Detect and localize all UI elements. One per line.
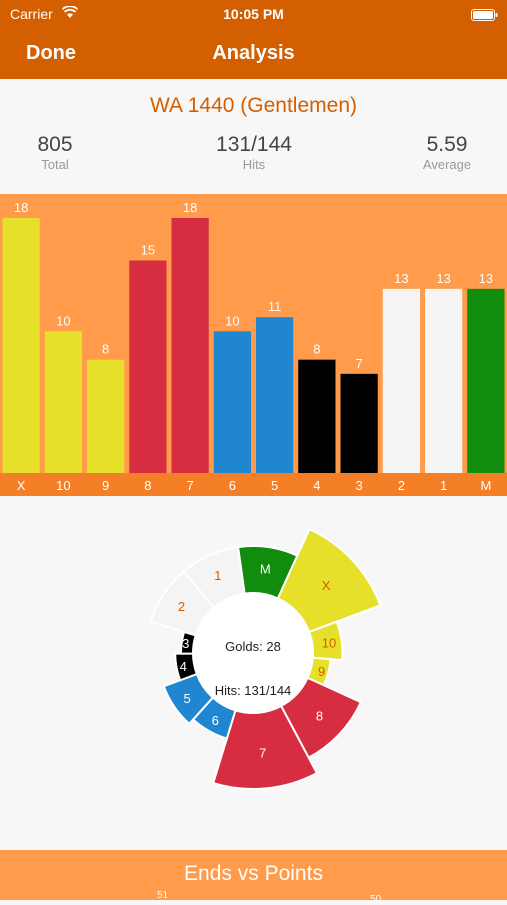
x-tick-label: 5 bbox=[271, 478, 278, 493]
pie-slice-label: 3 bbox=[182, 636, 189, 651]
stat-total-value: 805 bbox=[37, 133, 73, 156]
pie-slice-label: 1 bbox=[214, 568, 221, 583]
pie-chart-svg: 2 1 M X 10 9 8 7 6 5 4 3 Golds: 28 Hits: 131/144 bbox=[149, 527, 382, 790]
pie-center-hole bbox=[194, 594, 312, 712]
ends-chart-title: Ends vs Points bbox=[184, 862, 323, 885]
x-axis-band bbox=[0, 473, 507, 496]
bar-value-label: 13 bbox=[479, 271, 493, 286]
x-tick-label: 9 bbox=[102, 478, 109, 493]
bar-value-label: 18 bbox=[14, 200, 28, 215]
stat-average: 5.59 Average bbox=[387, 133, 507, 172]
pie-slice-5 bbox=[162, 672, 215, 726]
nav-title: Analysis bbox=[212, 42, 295, 64]
x-tick-label: 1 bbox=[440, 478, 447, 493]
pie-slice-label: 4 bbox=[180, 659, 187, 674]
stat-hits-label: Hits bbox=[242, 157, 266, 172]
x-tick-label: 6 bbox=[229, 478, 236, 493]
pie-slice-label: 9 bbox=[318, 664, 325, 679]
x-tick-label: M bbox=[480, 478, 491, 493]
ends-vs-points-chart: Ends vs Points 51 50 bbox=[0, 850, 507, 905]
pie-slice-label: X bbox=[322, 578, 331, 593]
bar-value-label: 10 bbox=[225, 313, 239, 328]
bar-4 bbox=[298, 359, 336, 473]
bar-8 bbox=[129, 260, 167, 473]
bar-value-label: 8 bbox=[102, 342, 109, 357]
x-tick-label: 3 bbox=[356, 478, 363, 493]
x-tick-label: X bbox=[17, 478, 26, 493]
pie-slice-X bbox=[276, 527, 382, 634]
score-bar-chart: 18 X 10 10 8 9 15 8 18 7 10 6 11 5 8 4 7 3 13 2 13 1 13 M bbox=[0, 194, 507, 496]
bar-1 bbox=[425, 288, 463, 473]
pie-slice-7 bbox=[211, 704, 319, 790]
bar-value-label: 13 bbox=[394, 271, 408, 286]
bar-chart-svg: 18 X 10 10 8 9 15 8 18 7 10 6 11 5 8 4 7 3 13 2 13 1 13 M bbox=[0, 200, 507, 496]
stat-average-label: Average bbox=[422, 157, 472, 172]
bar-value-label: 8 bbox=[313, 342, 320, 357]
x-tick-label: 7 bbox=[187, 478, 194, 493]
battery-icon bbox=[471, 8, 498, 21]
pie-slice-10 bbox=[307, 620, 344, 662]
golds-label: Golds: 28 bbox=[225, 639, 281, 654]
done-button[interactable]: Done bbox=[26, 42, 76, 64]
x-tick-label: 2 bbox=[398, 478, 405, 493]
stat-total: 805 Total bbox=[0, 133, 115, 172]
status-time: 10:05 PM bbox=[223, 6, 284, 22]
status-bar: Carrier 10:05 PM bbox=[0, 0, 507, 30]
x-tick-label: 8 bbox=[144, 478, 151, 493]
bar-6 bbox=[213, 331, 251, 473]
pie-slice-label: 8 bbox=[316, 709, 323, 724]
stat-average-value: 5.59 bbox=[426, 133, 468, 156]
round-title: WA 1440 (Gentlemen) bbox=[150, 94, 357, 117]
score-pie-chart: 2 1 M X 10 9 8 7 6 5 4 3 Golds: 28 Hits: 131/144 bbox=[0, 498, 507, 848]
bar-3 bbox=[340, 373, 378, 473]
pie-slice-label: 2 bbox=[178, 599, 185, 614]
bar-10 bbox=[44, 331, 82, 473]
bar-value-label: 10 bbox=[56, 313, 70, 328]
ends-chart-label: 51 bbox=[157, 890, 169, 901]
bar-9 bbox=[87, 359, 125, 473]
bar-value-label: 11 bbox=[268, 299, 282, 314]
bar-X bbox=[2, 218, 40, 473]
pie-slice-label: M bbox=[260, 561, 271, 576]
bar-5 bbox=[256, 317, 294, 473]
stat-total-label: Total bbox=[41, 157, 69, 172]
x-tick-label: 4 bbox=[313, 478, 320, 493]
bar-value-label: 18 bbox=[183, 200, 197, 215]
bar-value-label: 13 bbox=[436, 271, 450, 286]
pie-slice-label: 7 bbox=[259, 746, 266, 761]
stat-hits-value: 131/144 bbox=[216, 133, 292, 156]
stat-hits: 131/144 Hits bbox=[194, 133, 314, 172]
x-tick-label: 10 bbox=[56, 478, 70, 493]
bar-2 bbox=[382, 288, 420, 473]
bar-value-label: 7 bbox=[356, 356, 363, 371]
bar-7 bbox=[171, 218, 209, 473]
pie-slice-label: 10 bbox=[322, 635, 336, 650]
navigation-bar: Done Analysis bbox=[0, 30, 507, 79]
pie-slice-4 bbox=[174, 652, 199, 682]
pie-slice-label: 6 bbox=[212, 713, 219, 728]
pie-slice-3 bbox=[180, 630, 197, 655]
wifi-icon bbox=[61, 5, 79, 22]
pie-slice-label: 5 bbox=[184, 691, 191, 706]
hits-label: Hits: 131/144 bbox=[215, 683, 292, 698]
bar-value-label: 15 bbox=[141, 243, 155, 258]
bar-M bbox=[467, 288, 505, 473]
carrier-label: Carrier bbox=[10, 6, 53, 22]
